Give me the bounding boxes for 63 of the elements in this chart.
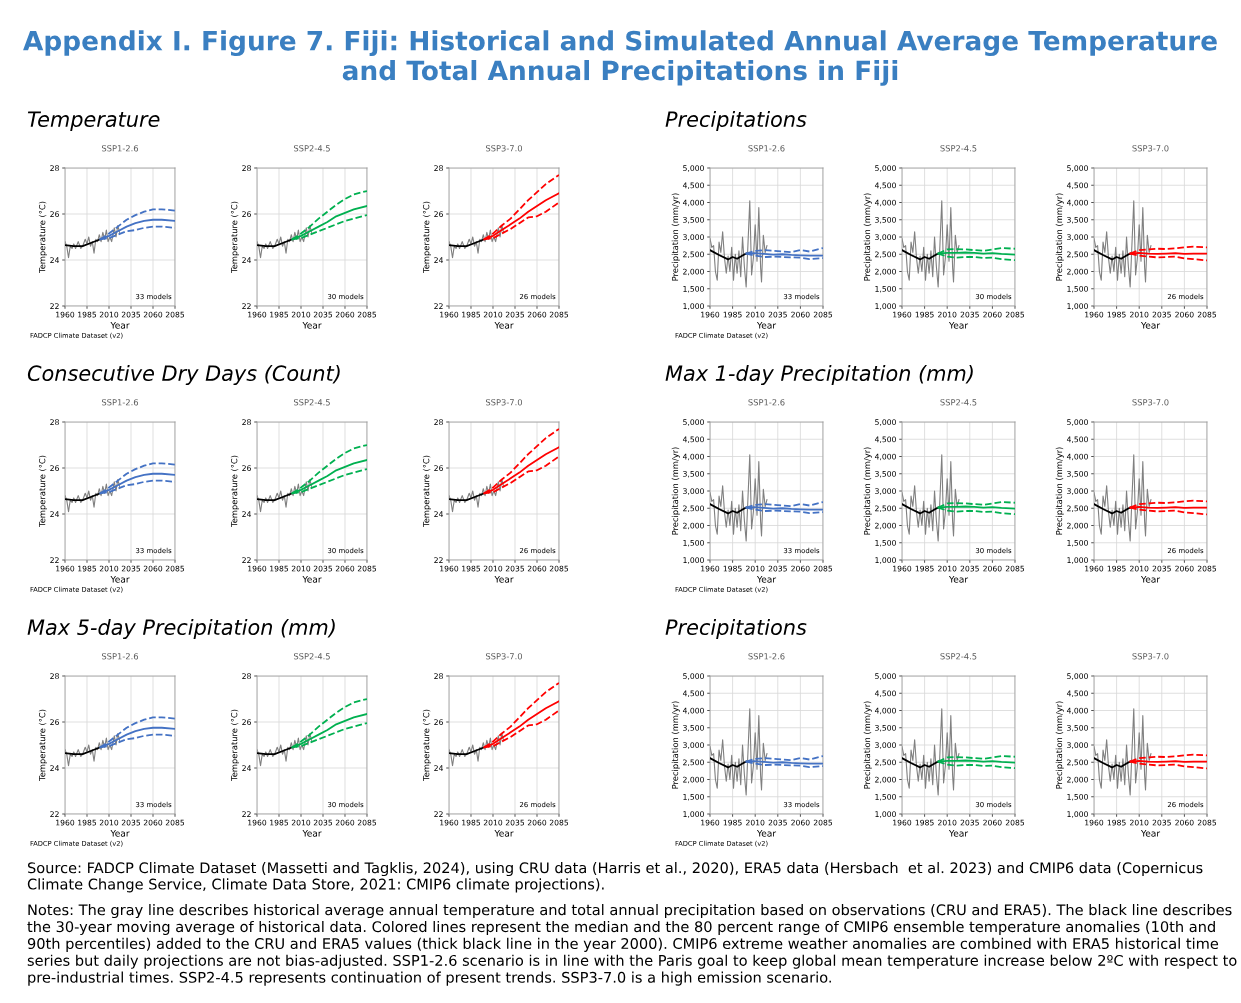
chart-title: SSP1-2.6	[101, 653, 139, 660]
chart-title: SSP1-2.6	[748, 145, 785, 152]
y-axis-title: Temperature (°C)	[38, 201, 47, 273]
text: Temperature	[27, 111, 160, 132]
x-axis-title: Year	[1140, 576, 1161, 583]
y-axis-title: Temperature (°C)	[230, 455, 239, 527]
y-axis-title: Temperature (°C)	[422, 201, 431, 273]
chart-title: SSP3-7.0	[485, 399, 523, 406]
y-axis-title: Temperature (°C)	[422, 709, 431, 781]
x-axis-title: Year	[948, 830, 969, 837]
chart-title: SSP3-7.0	[1132, 145, 1169, 152]
x-axis-title: Year	[110, 830, 130, 837]
text: Consecutive Dry Days (Count)	[27, 364, 340, 386]
chart-title: SSP1-2.6	[101, 399, 139, 406]
chart-title: SSP3-7.0	[485, 145, 523, 152]
text: Max 1-day Precipitation (mm)	[665, 364, 973, 386]
text: Notes: The gray line describes historical average annual temperature and total annual precipitation based on observations (CRU and ERA5). The black line describes the 30-year moving average of historical data. Colored lines represent the median and the 80 percent range of CMIP6 ensemble temperature anomalies (10th and 90th percentiles) added to the CRU and ERA5 values (thick black line in the year 2000). CMIP6 extreme weather anomalies are combined with ERA5 historical time series but daily projections are not bias-adjusted. SSP1-2.6 scenario is in line with the Paris goal to keep global mean temperature increase below 2ºC with respect to pre-industrial times. SSP2-4.5 represents continuation of present trends. SSP3-7.0 is a high emission scenario.	[27, 904, 1237, 986]
x-axis-title: Year	[110, 322, 130, 329]
chart-title: SSP2-4.5	[940, 145, 977, 152]
x-axis-title: Year	[756, 322, 777, 329]
text: Max 5-day Precipitation (mm)	[27, 618, 335, 640]
chart-title: SSP3-7.0	[1132, 399, 1169, 406]
x-axis-title: Year	[302, 322, 322, 329]
chart-title: SSP2-4.5	[940, 399, 977, 406]
y-axis-title: Precipitation (mm/yr)	[671, 193, 680, 281]
y-axis-title: Precipitation (mm/yr)	[671, 447, 680, 535]
x-axis-title: Year	[302, 576, 322, 583]
source-note: Source: FADCP Climate Dataset (Massetti and Tagklis, 2024), using CRU data (Harris et al., 2020), ERA5 data (Hersbach et al. 2023) and CMIP6 data (Copernicus Climate Change Service, Climate Data Store, 2021: CMIP6 climate projections).	[27, 862, 1203, 893]
y-axis-title: Precipitation (mm/yr)	[863, 701, 872, 789]
x-axis-title: Year	[1140, 830, 1161, 837]
chart-title: SSP1-2.6	[748, 653, 785, 660]
y-axis-title: Precipitation (mm/yr)	[1055, 701, 1064, 789]
y-axis-title: Temperature (°C)	[38, 709, 47, 781]
chart-title: SSP3-7.0	[1132, 653, 1169, 660]
chart-title: SSP1-2.6	[748, 399, 785, 406]
chart-title: SSP2-4.5	[293, 145, 330, 152]
text: Appendix I. Figure 7. Fiji: Historical and Simulated Annual Average Temperature and Total Annual Precipitations in Fiji	[23, 30, 1217, 86]
text: Precipitations	[665, 618, 807, 640]
y-axis-title: Precipitation (mm/yr)	[863, 193, 872, 281]
x-axis-title: Year	[110, 576, 130, 583]
x-axis-title: Year	[756, 576, 777, 583]
y-axis-title: Temperature (°C)	[230, 709, 239, 781]
chart-title: SSP2-4.5	[293, 653, 330, 660]
y-axis-title: Precipitation (mm/yr)	[1055, 447, 1064, 535]
x-axis-title: Year	[302, 830, 322, 837]
x-axis-title: Year	[1140, 322, 1161, 329]
x-axis-title: Year	[494, 576, 514, 583]
x-axis-title: Year	[494, 322, 514, 329]
chart-title: SSP1-2.6	[101, 145, 139, 152]
x-axis-title: Year	[756, 830, 777, 837]
x-axis-title: Year	[948, 576, 969, 583]
x-axis-title: Year	[494, 830, 514, 837]
y-axis-title: Precipitation (mm/yr)	[1055, 193, 1064, 281]
y-axis-title: Precipitation (mm/yr)	[863, 447, 872, 535]
y-axis-title: Temperature (°C)	[230, 201, 239, 273]
y-axis-title: Precipitation (mm/yr)	[671, 701, 680, 789]
chart-title: SSP2-4.5	[940, 653, 977, 660]
y-axis-title: Temperature (°C)	[38, 455, 47, 527]
chart-title: SSP3-7.0	[485, 653, 523, 660]
x-axis-title: Year	[948, 322, 969, 329]
chart-title: SSP2-4.5	[293, 399, 330, 406]
y-axis-title: Temperature (°C)	[422, 455, 431, 527]
text: Precipitations	[665, 110, 807, 132]
